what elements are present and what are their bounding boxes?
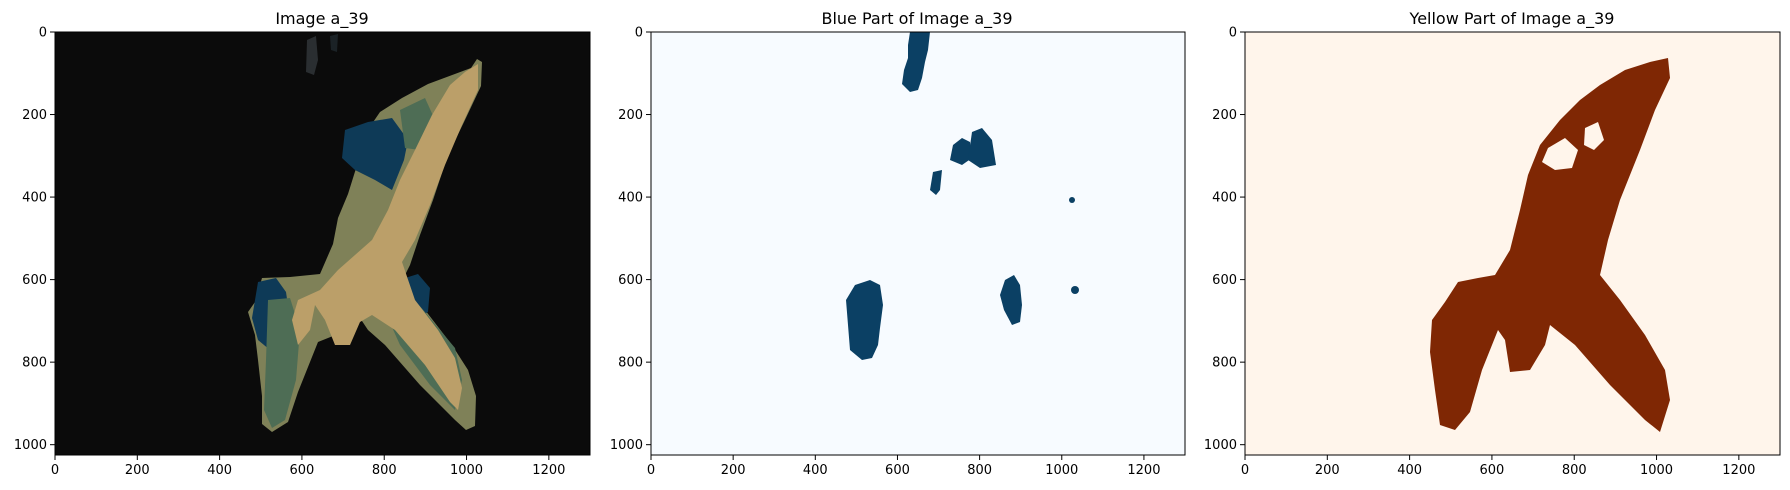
region-blue — [342, 118, 408, 190]
panel-title: Yellow Part of Image a_39 — [1409, 9, 1615, 29]
x-tick-label: 400 — [207, 463, 232, 478]
y-tick-label: 0 — [635, 26, 643, 41]
x-tick-label: 1000 — [1045, 463, 1078, 478]
image-area — [55, 32, 590, 455]
mask-hole — [1584, 122, 1604, 150]
axis-ticks: 0 200 400 600 800 1000 1200 0 200 400 600 800 1000 — [1204, 26, 1755, 479]
x-tick-label: 0 — [647, 463, 655, 478]
x-tick-label: 0 — [1241, 463, 1249, 478]
blue-blob — [846, 280, 883, 360]
y-tick-label: 800 — [22, 356, 47, 371]
y-tick-label: 600 — [618, 273, 643, 288]
y-tick-label: 200 — [618, 108, 643, 123]
y-tick-label: 800 — [618, 356, 643, 371]
y-tick-label: 1000 — [1204, 438, 1237, 453]
x-tick-label: 400 — [1397, 463, 1422, 478]
x-tick-label: 1000 — [1640, 463, 1673, 478]
region-tan — [292, 64, 478, 410]
axes-frame — [1244, 31, 1781, 456]
y-tick-label: 800 — [1212, 356, 1237, 371]
y-tick-label: 400 — [1212, 191, 1237, 206]
x-tick-label: 200 — [1315, 463, 1340, 478]
x-tick-label: 200 — [125, 463, 150, 478]
x-tick-label: 600 — [885, 463, 910, 478]
y-tick-label: 600 — [1212, 273, 1237, 288]
panel-original-image: Image a_39 0 200 400 600 800 1000 1200 0 200 400 6… — [14, 9, 591, 479]
blue-blob — [968, 128, 996, 168]
y-tick-label: 200 — [1212, 108, 1237, 123]
mask-hole — [1542, 138, 1578, 170]
x-tick-label: 600 — [290, 463, 315, 478]
y-tick-label: 1000 — [610, 438, 643, 453]
x-tick-label: 1200 — [532, 463, 565, 478]
x-tick-label: 0 — [51, 463, 59, 478]
panel-title: Image a_39 — [275, 9, 368, 29]
y-tick-label: 400 — [618, 191, 643, 206]
panel-blue-part: Blue Part of Image a_39 0 200 400 600 800 100… — [610, 9, 1186, 479]
x-tick-label: 800 — [372, 463, 397, 478]
axis-ticks: 0 200 400 600 800 1000 1200 0 200 400 600 800 1000 — [14, 26, 565, 479]
blue-blob — [902, 32, 930, 92]
panel-title: Blue Part of Image a_39 — [821, 9, 1012, 29]
x-tick-label: 400 — [803, 463, 828, 478]
dark-speck — [330, 34, 338, 52]
region-green — [264, 298, 300, 428]
y-tick-label: 0 — [39, 26, 47, 41]
y-tick-label: 0 — [1229, 26, 1237, 41]
image-background — [651, 32, 1185, 455]
x-tick-label: 1200 — [1722, 463, 1755, 478]
axes-frame — [54, 31, 591, 456]
y-tick-label: 400 — [22, 191, 47, 206]
image-area — [1245, 32, 1780, 455]
x-tick-label: 800 — [967, 463, 992, 478]
blue-blob — [950, 138, 972, 165]
x-tick-label: 800 — [1562, 463, 1587, 478]
x-tick-label: 200 — [721, 463, 746, 478]
yellow-mask — [1430, 58, 1670, 432]
y-tick-label: 1000 — [14, 438, 47, 453]
y-tick-label: 600 — [22, 273, 47, 288]
axis-ticks: 0 200 400 600 800 1000 1200 0 200 400 600 800 1000 — [610, 26, 1161, 479]
panel-yellow-part: Yellow Part of Image a_39 0 200 400 600 800 1… — [1204, 9, 1781, 479]
x-tick-label: 1000 — [450, 463, 483, 478]
x-tick-label: 1200 — [1127, 463, 1160, 478]
blue-blob — [930, 170, 942, 195]
dark-speck — [306, 36, 318, 75]
x-tick-label: 600 — [1480, 463, 1505, 478]
image-area — [651, 32, 1185, 455]
y-tick-label: 200 — [22, 108, 47, 123]
blue-blob — [1069, 197, 1075, 203]
image-background — [55, 32, 590, 455]
blue-blob — [1071, 286, 1079, 294]
blue-blob — [1000, 275, 1022, 325]
axes-frame — [650, 31, 1186, 456]
